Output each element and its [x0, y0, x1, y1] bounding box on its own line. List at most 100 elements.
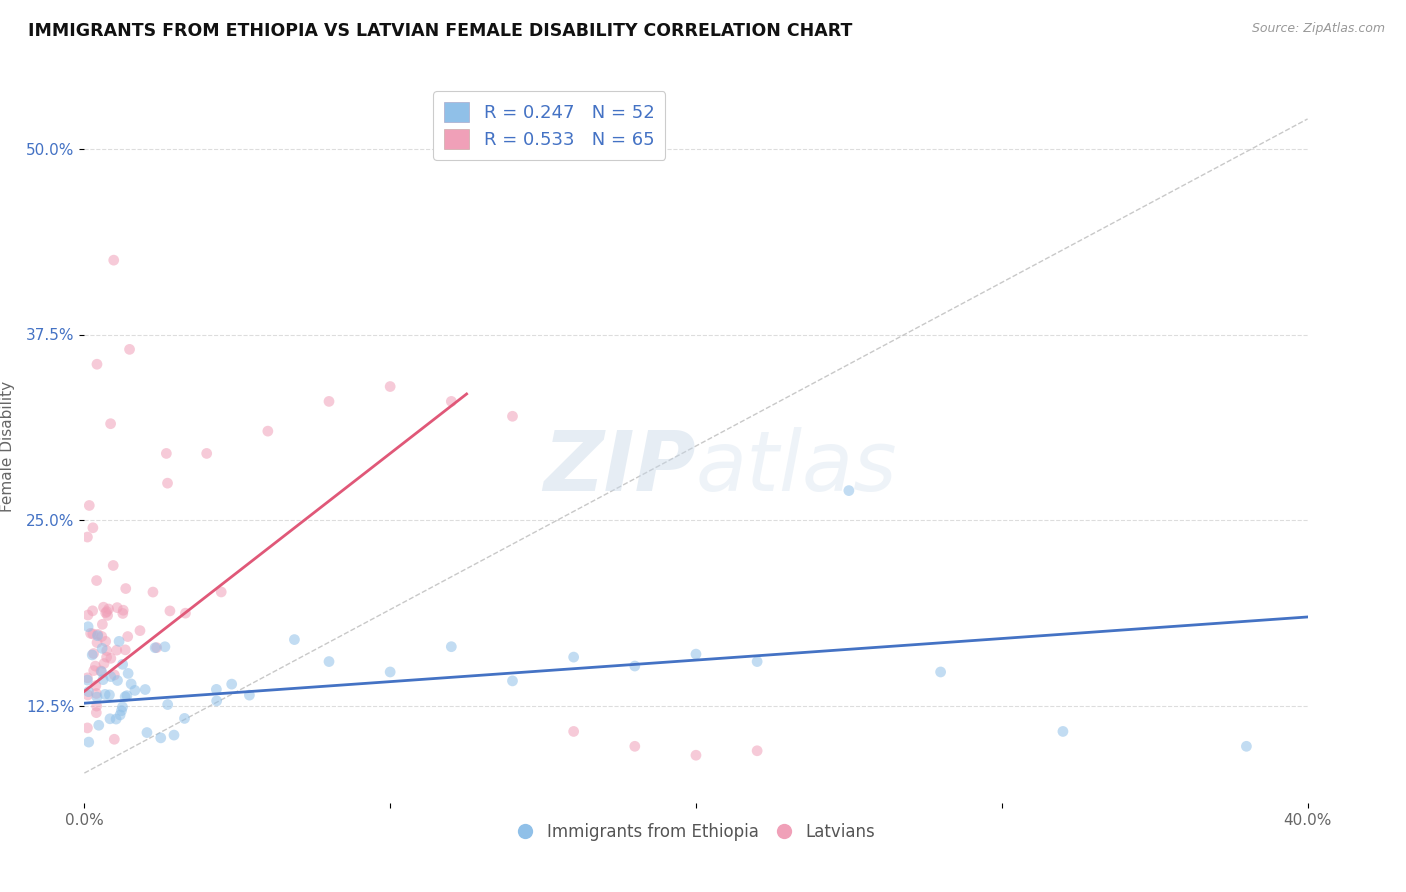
Point	[929, 665, 952, 679]
Point	[98, 712, 121, 726]
Point	[77, 607, 100, 622]
Point	[103, 253, 125, 268]
Point	[107, 673, 129, 688]
Point	[91, 673, 114, 687]
Point	[173, 711, 195, 725]
Point	[221, 677, 243, 691]
Point	[440, 640, 463, 654]
Point	[87, 718, 110, 732]
Point	[624, 659, 647, 673]
Point	[77, 684, 100, 698]
Point	[153, 640, 176, 654]
Point	[79, 499, 101, 513]
Point	[747, 744, 769, 758]
Point	[103, 668, 125, 682]
Point	[105, 600, 128, 615]
Point	[82, 604, 104, 618]
Point	[209, 585, 232, 599]
Point	[87, 627, 110, 641]
Point	[145, 640, 167, 655]
Point	[257, 424, 280, 438]
Point	[114, 643, 136, 657]
Point	[134, 682, 156, 697]
Point	[685, 647, 707, 661]
Point	[76, 673, 98, 687]
Point	[156, 476, 179, 491]
Point	[86, 690, 108, 705]
Point	[111, 657, 134, 672]
Point	[100, 670, 122, 684]
Point	[86, 574, 108, 588]
Point	[149, 731, 172, 745]
Point	[110, 704, 132, 718]
Point	[118, 343, 141, 357]
Point	[136, 725, 159, 739]
Point	[174, 606, 197, 620]
Point	[205, 694, 228, 708]
Point	[96, 643, 118, 657]
Point	[163, 728, 186, 742]
Point	[1236, 739, 1258, 754]
Point	[120, 677, 142, 691]
Point	[79, 626, 101, 640]
Point	[97, 602, 120, 616]
Point	[838, 483, 860, 498]
Point	[100, 651, 122, 665]
Y-axis label: Female Disability: Female Disability	[0, 380, 15, 512]
Text: atlas: atlas	[696, 427, 897, 508]
Point	[94, 687, 117, 701]
Point	[624, 739, 647, 754]
Point	[155, 446, 177, 460]
Point	[86, 357, 108, 371]
Point	[103, 558, 125, 573]
Point	[86, 635, 108, 649]
Point	[440, 394, 463, 409]
Point	[114, 582, 136, 596]
Point	[93, 657, 115, 671]
Text: ZIP: ZIP	[543, 427, 696, 508]
Text: IMMIGRANTS FROM ETHIOPIA VS LATVIAN FEMALE DISABILITY CORRELATION CHART: IMMIGRANTS FROM ETHIOPIA VS LATVIAN FEMA…	[28, 22, 852, 40]
Point	[502, 409, 524, 424]
Point	[105, 712, 128, 726]
Point	[76, 671, 98, 685]
Point	[195, 446, 218, 460]
Point	[82, 521, 104, 535]
Point	[108, 708, 131, 723]
Point	[96, 605, 118, 619]
Point	[86, 706, 108, 720]
Point	[112, 603, 135, 617]
Point	[82, 648, 104, 662]
Point	[103, 732, 125, 747]
Point	[76, 721, 98, 735]
Point	[747, 655, 769, 669]
Point	[93, 600, 115, 615]
Point	[84, 679, 107, 693]
Legend: Immigrants from Ethiopia, Latvians: Immigrants from Ethiopia, Latvians	[510, 817, 882, 848]
Point	[94, 606, 117, 620]
Point	[502, 673, 524, 688]
Point	[86, 686, 108, 700]
Point	[94, 634, 117, 648]
Point	[143, 640, 166, 655]
Point	[111, 700, 134, 714]
Point	[76, 688, 98, 702]
Point	[86, 699, 108, 714]
Point	[283, 632, 305, 647]
Point	[105, 643, 128, 657]
Point	[90, 665, 112, 679]
Point	[83, 664, 105, 678]
Point	[318, 655, 340, 669]
Point	[159, 604, 181, 618]
Point	[108, 634, 131, 648]
Point	[238, 688, 260, 702]
Point	[1052, 724, 1074, 739]
Point	[84, 659, 107, 673]
Point	[156, 698, 179, 712]
Point	[82, 627, 104, 641]
Point	[114, 690, 136, 704]
Point	[77, 620, 100, 634]
Point	[91, 617, 114, 632]
Point	[90, 630, 112, 644]
Point	[91, 641, 114, 656]
Point	[380, 379, 402, 393]
